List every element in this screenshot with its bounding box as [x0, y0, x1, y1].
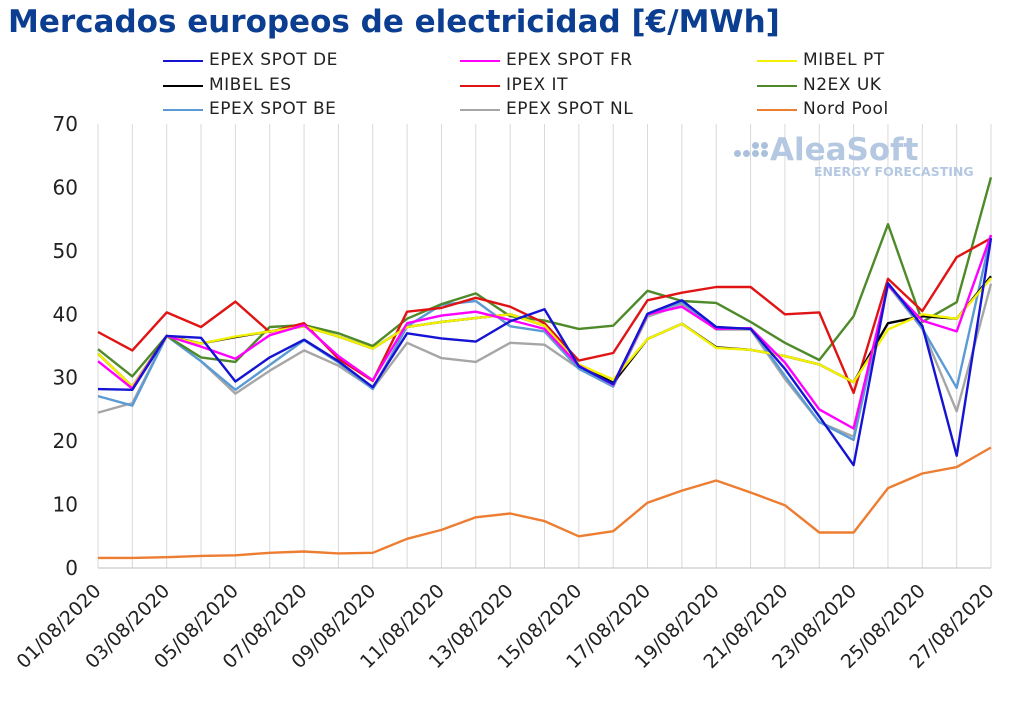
y-tick-label: 40 — [53, 302, 78, 326]
legend-label: IPEX IT — [506, 75, 568, 95]
y-tick-label: 70 — [53, 112, 78, 136]
y-tick-label: 30 — [53, 366, 78, 390]
y-tick-label: 60 — [53, 175, 78, 199]
logo-dots-icon — [734, 142, 768, 164]
series-line-nord-pool — [98, 446, 992, 560]
legend-swatch — [757, 85, 797, 87]
logo-name: AleaSoft — [770, 132, 919, 168]
y-tick-label: 20 — [53, 429, 78, 453]
legend-swatch — [460, 60, 500, 62]
y-tick-label: 0 — [65, 556, 78, 580]
series-line-epex-spot-be — [97, 234, 993, 442]
legend-label: EPEX SPOT BE — [209, 99, 337, 119]
logo-tagline: ENERGY FORECASTING — [814, 164, 974, 179]
series-line-epex-spot-nl — [97, 283, 993, 438]
y-tick-label: 10 — [53, 493, 78, 517]
series-line-ipex-it — [97, 237, 992, 395]
legend-label: EPEX SPOT FR — [506, 50, 633, 70]
y-tick-label: 50 — [53, 239, 78, 263]
legend-label: Nord Pool — [803, 99, 889, 119]
legend-swatch — [163, 85, 203, 87]
legend-label: EPEX SPOT DE — [209, 50, 338, 70]
legend-label: MIBEL PT — [803, 50, 885, 70]
chart-title: Mercados europeos de electricidad [€/MWh… — [8, 4, 780, 40]
legend-swatch — [163, 60, 203, 62]
legend-swatch — [757, 109, 797, 111]
legend-swatch — [460, 109, 500, 111]
series-line-mibel-pt — [97, 277, 992, 388]
series-line-epex-spot-de — [97, 238, 993, 467]
legend-label: N2EX UK — [803, 75, 882, 95]
series-line-epex-spot-fr — [97, 234, 993, 430]
legend-swatch — [460, 85, 500, 87]
legend-label: EPEX SPOT NL — [506, 99, 634, 119]
legend-label: MIBEL ES — [209, 75, 292, 95]
legend-swatch — [757, 60, 797, 62]
legend-swatch — [163, 109, 203, 111]
